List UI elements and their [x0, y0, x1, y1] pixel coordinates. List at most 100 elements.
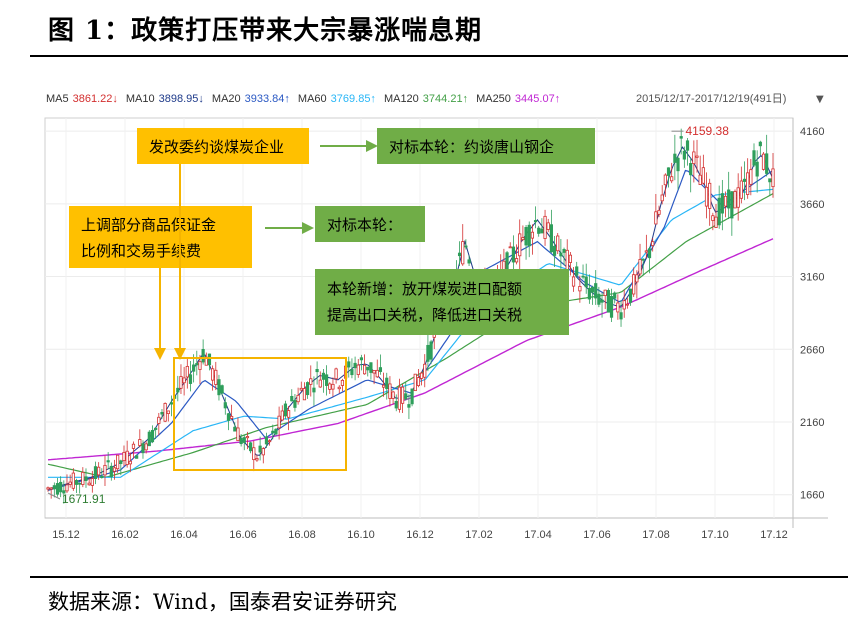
candle-body	[524, 227, 528, 246]
candle-body	[271, 430, 275, 434]
y-tick-label: 4160	[800, 126, 824, 138]
candle-body	[714, 216, 718, 228]
candle-body	[413, 373, 417, 392]
candle-body	[100, 476, 104, 479]
ma-value-ma250: 3445.07↑	[515, 93, 560, 105]
candle-body	[302, 388, 307, 401]
ma-legend-bar: MA5 3861.22↓ MA10 3898.95↓ MA20 3933.84↑ MA60 3…	[46, 93, 560, 105]
candle-body	[315, 369, 319, 373]
candle-body	[552, 245, 557, 256]
candle-body	[578, 286, 582, 292]
candle-body	[625, 303, 629, 306]
candle-body	[518, 233, 522, 257]
candle-body	[160, 412, 164, 415]
y-tick-label: 2660	[800, 344, 824, 356]
candle-body	[730, 191, 734, 219]
candle-body	[78, 482, 82, 485]
x-axis: 15.12 16.02 16.04 16.06 16.08 16.10 16.12 17.02…	[52, 529, 788, 541]
candle-body	[290, 395, 294, 402]
candle-body	[676, 157, 680, 172]
candle-body	[540, 228, 544, 234]
candle-body	[207, 353, 212, 366]
candle-body	[546, 222, 550, 230]
candle-body	[144, 443, 148, 451]
candle-body	[46, 487, 50, 490]
candle-body	[575, 266, 579, 276]
candle-body	[299, 387, 303, 391]
candle-body	[287, 410, 291, 418]
candle-body	[217, 379, 221, 396]
candle-body	[280, 410, 284, 421]
candle-body	[84, 476, 88, 481]
annotation-ndrc-text: 发改委约谈煤炭企业	[149, 138, 284, 156]
title-rule	[30, 55, 848, 57]
candle-body	[670, 176, 674, 182]
x-tick-label: 17.02	[465, 529, 493, 541]
dropdown-arrow-icon[interactable]: ▼	[816, 94, 824, 105]
candle-body	[116, 454, 120, 470]
candle-body	[201, 349, 205, 363]
candle-body	[55, 483, 60, 495]
candle-body	[268, 440, 272, 443]
candle-body	[312, 387, 316, 393]
x-tick-label: 17.08	[642, 529, 670, 541]
y-axis: 4160 3660 3160 2660 2160 1660	[800, 126, 824, 502]
candle-body	[223, 402, 227, 409]
x-tick-label: 17.10	[701, 529, 729, 541]
candle-body	[274, 428, 278, 435]
candle-body	[230, 415, 234, 419]
candle-body	[746, 172, 750, 195]
candle-body	[749, 169, 753, 185]
candle-body	[565, 249, 569, 270]
candle-body	[556, 235, 560, 252]
candle-body	[464, 245, 468, 248]
y-tick-label: 2160	[800, 417, 824, 429]
x-tick-label: 16.06	[229, 529, 257, 541]
candle-body	[211, 368, 215, 381]
candle-body	[233, 426, 237, 432]
candle-body	[249, 442, 253, 452]
candle-body	[283, 403, 288, 417]
candle-body	[255, 458, 259, 461]
candle-body	[635, 274, 639, 283]
candle-body	[679, 136, 683, 139]
candle-body	[571, 276, 576, 287]
candle-body	[192, 364, 196, 372]
candle-body	[689, 163, 693, 176]
consolidation-box	[173, 357, 347, 471]
candle-body	[701, 167, 705, 184]
candle-body	[651, 241, 655, 246]
annotation-tangshan-box	[377, 128, 595, 164]
candle-body	[410, 388, 414, 405]
candle-body	[654, 211, 658, 225]
candle-body	[340, 379, 345, 386]
candle-body	[609, 295, 614, 318]
candle-body	[185, 365, 189, 378]
candle-body	[603, 289, 607, 296]
candle-body	[362, 364, 367, 375]
candle-body	[81, 471, 85, 485]
date-range-label[interactable]: 2015/12/17-2017/12/19(491日)	[636, 93, 786, 105]
candle-body	[400, 386, 405, 404]
candle-body	[220, 385, 224, 394]
candle-body	[663, 174, 667, 186]
candle-body	[606, 289, 610, 313]
candle-body	[533, 220, 538, 223]
candle-body	[521, 237, 525, 240]
candle-body	[695, 155, 699, 158]
candle-body	[423, 363, 427, 378]
candle-body	[537, 227, 541, 234]
candle-body	[157, 416, 161, 424]
high-label: 4159.38	[686, 124, 730, 138]
x-tick-label: 16.08	[288, 529, 316, 541]
candle-body	[71, 472, 75, 489]
candle-body	[375, 369, 379, 378]
candle-body	[530, 231, 534, 239]
candle-body	[245, 436, 250, 439]
candle-body	[416, 377, 421, 387]
candle-body	[727, 189, 731, 209]
candle-body	[166, 410, 170, 414]
candle-body	[644, 250, 648, 253]
candle-body	[239, 437, 243, 445]
candle-body	[704, 186, 709, 207]
